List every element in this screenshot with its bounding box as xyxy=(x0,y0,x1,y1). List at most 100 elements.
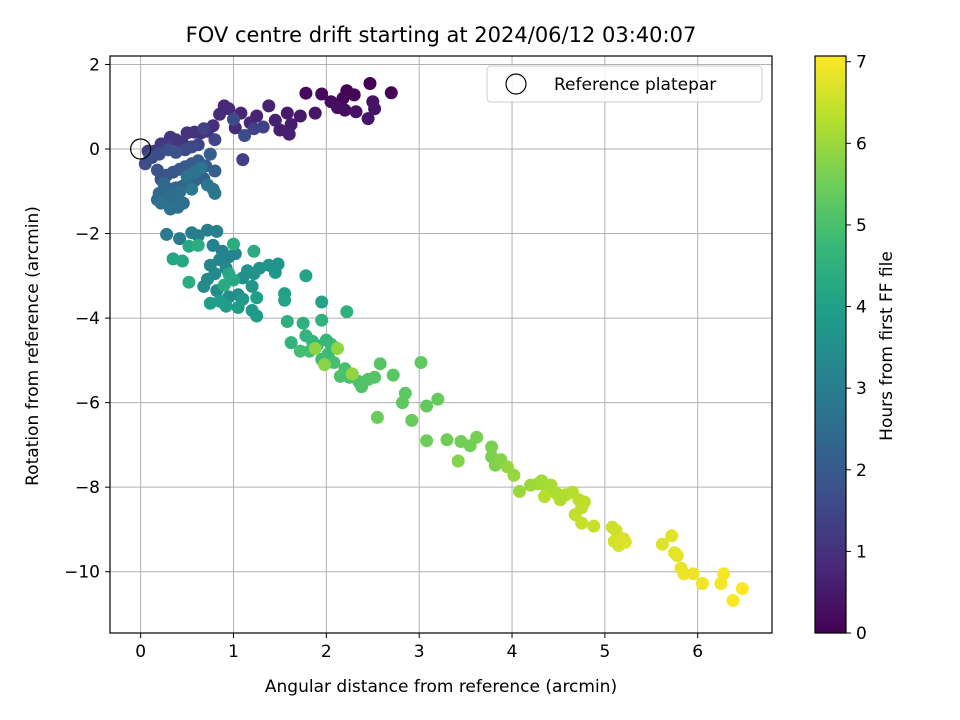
data-point xyxy=(231,301,245,314)
data-point xyxy=(203,147,217,161)
data-point xyxy=(315,87,329,101)
data-point xyxy=(368,370,382,384)
data-point xyxy=(284,336,298,350)
x-tick-label: 3 xyxy=(414,642,425,662)
y-tick-label: −6 xyxy=(75,394,100,414)
data-point xyxy=(160,227,174,241)
data-point xyxy=(293,344,307,358)
data-point xyxy=(282,127,296,141)
y-tick-label: −10 xyxy=(64,563,100,583)
data-point xyxy=(735,582,749,596)
data-point xyxy=(363,77,377,90)
data-point xyxy=(180,126,194,140)
data-point xyxy=(250,291,264,305)
data-point xyxy=(513,484,526,498)
data-point xyxy=(217,278,231,292)
data-point xyxy=(431,392,445,406)
data-point xyxy=(618,535,632,549)
data-point xyxy=(655,537,669,551)
data-point xyxy=(182,239,196,253)
data-point xyxy=(717,567,731,581)
x-tick-label: 1 xyxy=(228,642,239,662)
data-point xyxy=(538,490,551,503)
data-point xyxy=(420,399,434,413)
data-point xyxy=(268,265,282,279)
data-point xyxy=(213,107,227,121)
x-axis-ticks: 0 1 2 3 4 5 6 xyxy=(135,633,703,662)
data-point xyxy=(440,433,454,447)
colorbar-tick-label: 4 xyxy=(856,298,867,318)
y-tick-label: −2 xyxy=(75,225,100,245)
data-point xyxy=(197,122,211,136)
data-point xyxy=(338,103,352,117)
legend: Reference platepar xyxy=(486,65,763,103)
data-point xyxy=(414,356,428,369)
y-axis-label: Rotation from reference (arcmin) xyxy=(23,206,43,486)
data-point xyxy=(308,106,322,120)
data-point xyxy=(210,224,224,238)
data-point xyxy=(677,567,691,581)
data-point xyxy=(278,293,292,307)
data-point xyxy=(206,238,220,252)
data-point xyxy=(347,88,361,102)
data-point xyxy=(250,309,264,323)
data-point xyxy=(485,440,499,454)
data-point xyxy=(236,153,250,167)
data-point xyxy=(405,413,419,427)
axes-frame xyxy=(109,55,773,634)
data-point xyxy=(163,202,177,216)
colorbar-tick-label: 0 xyxy=(856,624,867,644)
x-tick-label: 6 xyxy=(692,642,703,662)
colorbar-frame xyxy=(814,55,847,634)
data-point xyxy=(420,434,434,448)
y-tick-label: −8 xyxy=(75,478,100,498)
data-point xyxy=(575,516,589,530)
data-point xyxy=(191,238,205,252)
data-point xyxy=(349,105,363,119)
data-point xyxy=(373,357,387,371)
data-point xyxy=(208,164,222,178)
data-point xyxy=(370,410,384,424)
data-point xyxy=(340,305,354,319)
data-point xyxy=(451,454,465,468)
x-tick-label: 0 xyxy=(135,642,146,662)
colorbar-ticks: 0 1 2 3 4 5 6 7 xyxy=(846,53,867,644)
colorbar-tick-label: 5 xyxy=(856,216,867,236)
data-point xyxy=(175,254,189,268)
scatter-points xyxy=(130,77,749,607)
y-axis-ticks: −10 −8 −6 −4 −2 0 2 xyxy=(64,55,110,583)
data-point xyxy=(256,120,270,134)
data-point xyxy=(227,112,240,126)
colorbar-tick-label: 1 xyxy=(856,542,867,562)
data-point xyxy=(396,396,409,410)
data-point xyxy=(345,367,359,381)
data-point xyxy=(609,523,623,537)
data-point xyxy=(333,369,347,383)
data-point xyxy=(670,549,684,563)
data-point xyxy=(228,247,242,261)
data-point xyxy=(208,133,222,147)
data-point xyxy=(208,186,222,200)
data-point xyxy=(227,237,240,251)
data-point xyxy=(726,594,740,607)
data-point xyxy=(245,279,259,293)
data-point xyxy=(686,567,700,581)
data-point xyxy=(280,315,294,328)
data-point xyxy=(296,316,310,330)
data-point xyxy=(470,430,484,444)
data-point xyxy=(185,182,199,196)
data-point xyxy=(384,86,398,100)
data-point xyxy=(386,368,400,382)
data-point xyxy=(587,519,601,533)
data-point xyxy=(203,296,217,310)
data-point xyxy=(173,232,187,246)
data-point xyxy=(194,161,208,175)
legend-box xyxy=(486,65,763,103)
colorbar xyxy=(815,56,846,633)
chart-title: FOV centre drift starting at 2024/06/12 … xyxy=(186,23,697,47)
data-point xyxy=(284,118,298,131)
x-axis-label: Angular distance from reference (arcmin) xyxy=(265,677,617,697)
data-point xyxy=(315,313,329,327)
